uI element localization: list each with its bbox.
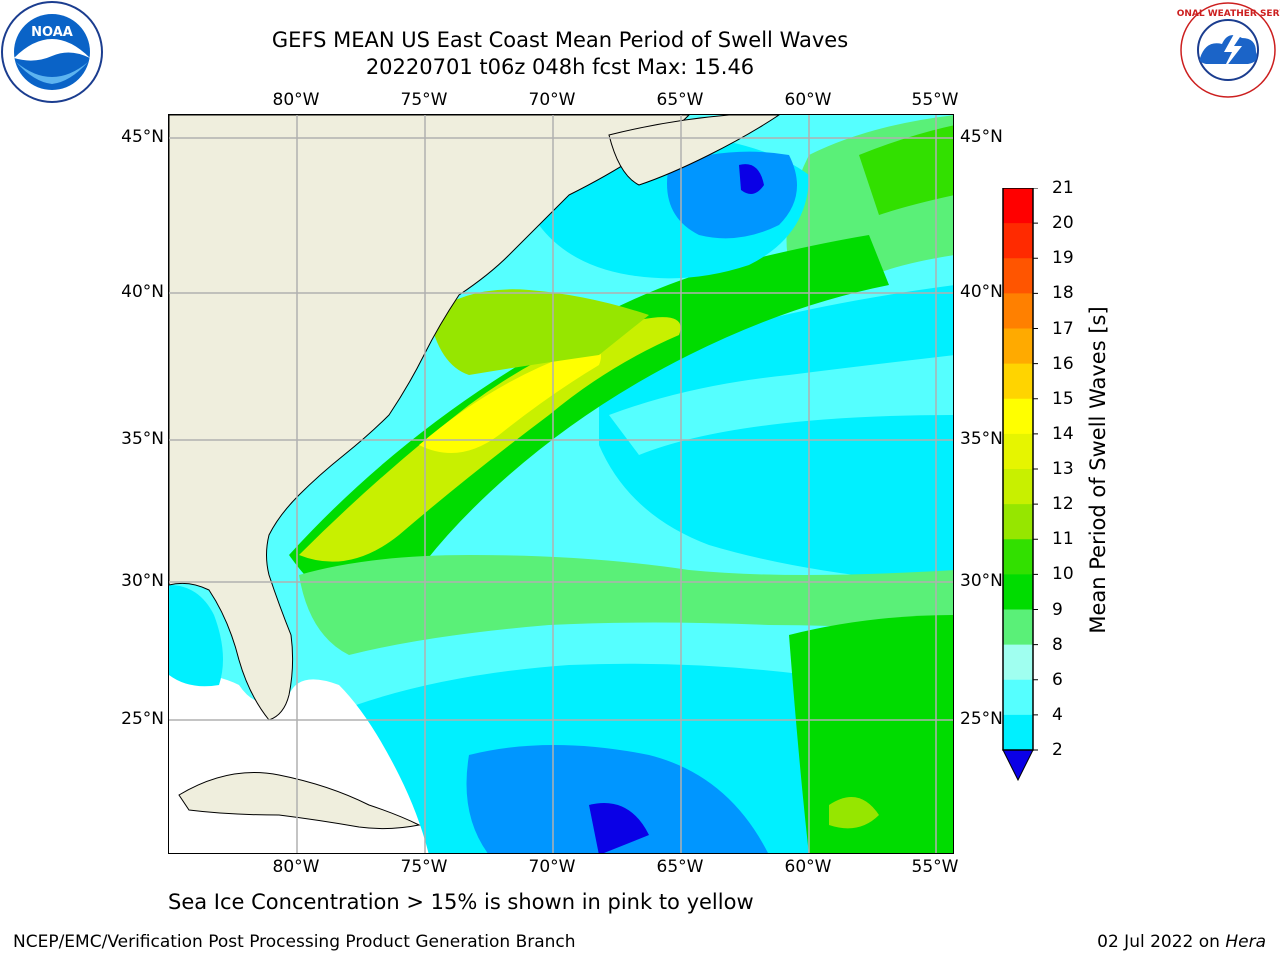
colorbar-segment [1003,433,1033,470]
us-east-coast-landmass [169,115,690,721]
swell-region [667,151,797,239]
colorbar-segment [1003,574,1033,610]
colorbar-segment [1003,644,1033,681]
cuba-landmass [178,772,421,830]
colorbar-tick-label: 21 [1052,178,1074,198]
swell-region [169,585,223,687]
lon-label-top: 55°W [911,90,959,110]
colorbar-segment [1003,258,1033,294]
lat-label-right: 45°N [960,127,1003,147]
sea-ice-note: Sea Ice Concentration > 15% is shown in … [168,890,754,914]
colorbar-tick-label: 11 [1052,529,1074,550]
lon-label-top: 60°W [784,90,832,110]
swell-region [789,615,953,853]
lon-label-bottom: 75°W [400,857,448,877]
colorbar-tick-label: 6 [1052,669,1063,690]
colorbar-tick-label: 8 [1052,634,1063,655]
lon-label-bottom: 80°W [272,857,320,877]
lon-label-bottom: 55°W [911,857,959,877]
colorbar-segment [1003,469,1033,505]
colorbar-tick-label: 19 [1052,248,1074,269]
swell-region [466,745,768,853]
colorbar-segment [1003,223,1033,259]
lon-label-top: 70°W [528,90,576,110]
lat-label-left: 35°N [121,429,164,449]
graticule [169,115,953,853]
noaa-logo-icon: NOAA [1,1,103,103]
lat-label-right: 40°N [960,282,1003,302]
colorbar-tick-label: 15 [1052,388,1074,409]
lon-label-bottom: 65°W [656,857,704,877]
swell-region [829,797,879,829]
chart-title: GEFS MEAN US East Coast Mean Period of S… [271,28,849,52]
colorbar-extend-triangle [1002,749,1034,782]
lat-label-left: 40°N [121,282,164,302]
colorbar-tick-label: 4 [1052,704,1063,725]
colorbar [1002,188,1038,782]
lat-label-right: 30°N [960,571,1003,591]
svg-text:NOAA: NOAA [31,25,73,40]
colorbar-segment [1003,714,1033,751]
footer-date: 02 Jul 2022 on Hera [1097,932,1266,952]
lon-label-top: 65°W [656,90,704,110]
colorbar-segment [1003,328,1033,365]
colorbar-segment [1003,398,1033,435]
swell-region [289,235,889,617]
maritimes-landmass [608,115,780,186]
footer-credit: NCEP/EMC/Verification Post Processing Pr… [13,932,576,952]
lat-label-left: 45°N [121,127,164,147]
colorbar-tick-label: 9 [1052,599,1063,620]
lat-label-right: 35°N [960,429,1003,449]
colorbar-segment [1003,539,1033,575]
colorbar-segment [1003,363,1033,400]
colorbar-tick-label: 17 [1052,318,1074,339]
swell-region [419,349,601,453]
colorbar-segment [1003,679,1033,716]
colorbar-segment [1003,609,1033,646]
nws-logo-icon: NATIONAL WEATHER SERVICE [1176,2,1280,98]
colorbar-tick-label: 12 [1052,494,1074,515]
lon-label-bottom: 60°W [784,857,832,877]
swell-region [599,285,953,585]
lat-label-left: 30°N [121,571,164,591]
footer-host: Hera [1225,932,1266,952]
colorbar-tick-label: 20 [1052,213,1074,234]
lon-label-bottom: 70°W [528,857,576,877]
colorbar-segment [1003,504,1033,540]
colorbar-tick-label: 14 [1052,423,1074,444]
swell-region [429,289,649,375]
colorbar-label: Mean Period of Swell Waves [s] [1086,306,1110,634]
colorbar-tick-label: 10 [1052,564,1074,585]
colorbar-tick-label: 16 [1052,353,1074,374]
chart-subtitle: 20220701 t06z 048h fcst Max: 15.46 [365,55,755,79]
swell-period-map [169,115,953,853]
lon-label-top: 75°W [400,90,448,110]
swell-region [589,803,649,853]
colorbar-segment [1003,293,1033,329]
svg-text:NATIONAL WEATHER SERVICE: NATIONAL WEATHER SERVICE [1176,9,1280,19]
swell-region [299,555,953,655]
colorbar-tick-label: 18 [1052,283,1074,304]
lat-label-right: 25°N [960,709,1003,729]
map-panel [168,114,954,854]
swell-region [859,125,953,215]
colorbar-tick-label: 13 [1052,459,1074,479]
colorbar-tick-label: 2 [1052,740,1063,760]
swell-region [739,164,764,194]
lat-label-left: 25°N [121,709,164,729]
lon-label-top: 80°W [272,90,320,110]
swell-region [609,355,953,455]
colorbar-segment [1003,188,1033,224]
